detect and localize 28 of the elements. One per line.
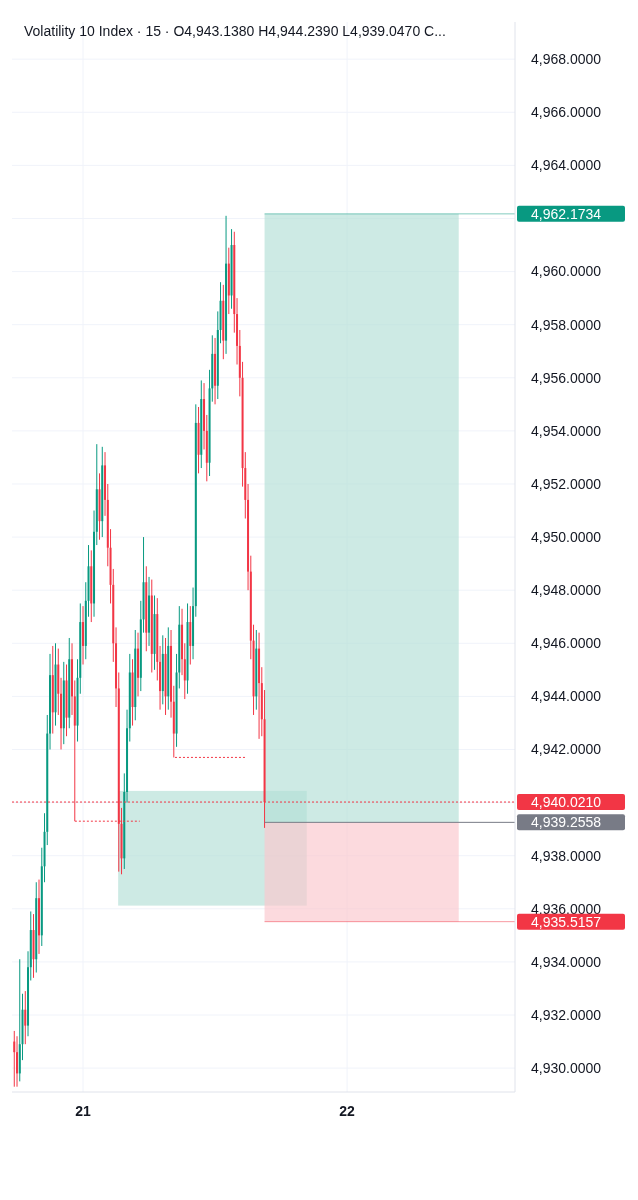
- candlestick: [24, 990, 27, 1045]
- y-tick-label: 4,966.0000: [531, 104, 602, 121]
- y-tick-label: 4,954.0000: [531, 422, 602, 439]
- x-tick-label: 21: [75, 1103, 92, 1119]
- y-tick-label: 4,950.0000: [531, 528, 602, 545]
- y-tick-label: 4,930.0000: [531, 1060, 602, 1076]
- ref-line-label: 4,939.2558: [531, 814, 602, 831]
- y-tick-label: 4,932.0000: [531, 1006, 602, 1023]
- y-tick-label: 4,934.0000: [531, 953, 602, 970]
- y-tick-label: 4,956.0000: [531, 369, 602, 386]
- y-tick-label: 4,968.0000: [531, 51, 602, 68]
- candlestick: [38, 879, 41, 955]
- chart-title: Volatility 10 Index · 15 · O4,943.1380 H4,944.2390 L4,939.0470 C...: [24, 23, 446, 39]
- x-tick-label: 22: [339, 1103, 356, 1119]
- candlestick: [189, 605, 192, 666]
- y-tick-label: 4,958.0000: [531, 316, 602, 333]
- y-tick-label: 4,952.0000: [531, 475, 602, 492]
- candlestick: [13, 1030, 16, 1088]
- y-tick-label: 4,944.0000: [531, 688, 602, 705]
- y-tick-label: 4,942.0000: [531, 741, 602, 758]
- y-tick-label: 4,946.0000: [531, 635, 602, 652]
- y-tick-label: 4,938.0000: [531, 847, 602, 864]
- ref-line-label: 4,962.1734: [531, 205, 602, 222]
- y-tick-label: 4,960.0000: [531, 263, 602, 280]
- ref-line-label: 4,940.0210: [531, 793, 602, 810]
- candlestick: [82, 605, 85, 666]
- y-tick-label: 4,964.0000: [531, 157, 602, 174]
- y-tick-label: 4,948.0000: [531, 582, 602, 599]
